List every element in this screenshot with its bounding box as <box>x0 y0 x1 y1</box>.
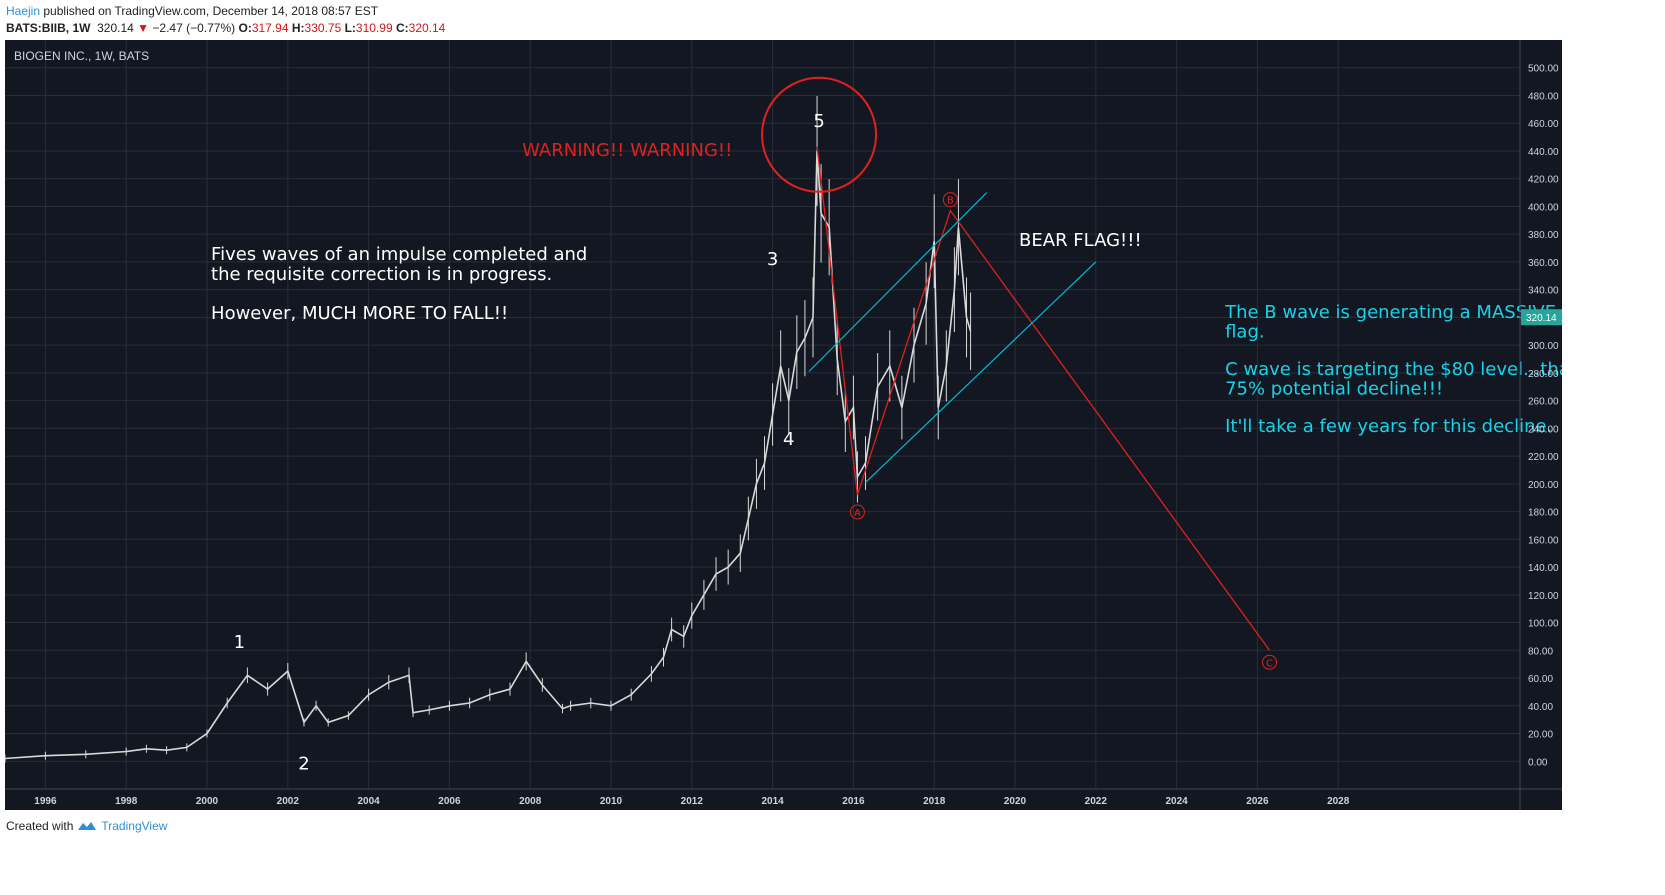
x-tick-label: 2014 <box>761 796 784 807</box>
footer: Created with TradingView <box>6 819 167 833</box>
x-tick-label: 2000 <box>196 796 219 807</box>
wave-4-label: 4 <box>783 429 794 450</box>
x-tick-label: 2026 <box>1246 796 1269 807</box>
x-tick-label: 2010 <box>600 796 623 807</box>
ohlc-bar: BATS:BIIB, 1W 320.14 ▼ −2.47 (−0.77%) O:… <box>6 21 445 35</box>
bear-flag-label: BEAR FLAG!!! <box>1019 230 1142 251</box>
wave-b-label-circle <box>942 192 958 208</box>
x-tick-label: 1998 <box>115 796 138 807</box>
bear-flag-channel-lower <box>865 261 1097 483</box>
y-tick-label: 400.00 <box>1528 202 1559 213</box>
y-tick-label: 120.00 <box>1528 591 1559 602</box>
x-tick-label: 2018 <box>923 796 946 807</box>
y-tick-label: 500.00 <box>1528 64 1559 75</box>
x-tick-label: 2028 <box>1327 796 1350 807</box>
x-tick-label: 2016 <box>842 796 865 807</box>
low-label: L: <box>344 21 356 35</box>
x-tick-label: 2006 <box>438 796 461 807</box>
y-tick-label: 480.00 <box>1528 91 1559 102</box>
x-tick-label: 1996 <box>34 796 57 807</box>
x-tick-label: 2002 <box>277 796 300 807</box>
publish-info: Haejin published on TradingView.com, Dec… <box>6 4 378 18</box>
wave-c-label-circle <box>1262 654 1278 670</box>
price-series <box>5 96 972 763</box>
published-text: published on TradingView.com, December 1… <box>43 4 379 18</box>
close-value: 320.14 <box>408 21 446 35</box>
y-tick-label: 0.00 <box>1528 757 1548 768</box>
y-tick-label: 340.00 <box>1528 286 1559 297</box>
last-price-label: 320.14 <box>1526 313 1557 324</box>
symbol-label: BATS:BIIB, 1W <box>6 21 91 35</box>
x-tick-label: 2022 <box>1085 796 1108 807</box>
x-tick-label: 2024 <box>1165 796 1188 807</box>
y-tick-label: 300.00 <box>1528 341 1559 352</box>
low-value: 310.99 <box>355 21 393 35</box>
note-right-line-3: C wave is targeting the $80 level...that… <box>1225 359 1562 380</box>
chart-background <box>5 40 1562 810</box>
high-value: 330.75 <box>304 21 342 35</box>
y-tick-label: 140.00 <box>1528 563 1559 574</box>
wave-overlay: 5 A B C 1 2 3 4 WARNING!! WARNING!! BEAR FLAG!!! F… <box>211 76 1562 774</box>
warning-text: WARNING!! WARNING!! <box>522 140 732 161</box>
x-tick-label: 2004 <box>357 796 380 807</box>
y-tick-label: 260.00 <box>1528 397 1559 408</box>
close-label: C: <box>395 21 409 35</box>
open-value: 317.94 <box>251 21 289 35</box>
y-tick-label: 220.00 <box>1528 452 1559 463</box>
x-tick-label: 2008 <box>519 796 542 807</box>
y-tick-label: 60.00 <box>1528 674 1553 685</box>
tradingview-link[interactable]: TradingView <box>101 819 168 833</box>
note-right-line-2: flag. <box>1225 322 1265 343</box>
last-price-badge <box>1521 309 1562 326</box>
x-tick-label: 2012 <box>681 796 704 807</box>
x-tick-label: 2020 <box>1004 796 1027 807</box>
wave-a-label: A <box>854 508 861 519</box>
wave-1-label: 1 <box>234 632 245 653</box>
abc-wave-line <box>816 146 1271 651</box>
y-tick-label: 100.00 <box>1528 619 1559 630</box>
y-tick-label: 440.00 <box>1528 147 1559 158</box>
down-arrow-icon: ▼ <box>137 21 150 35</box>
price-chart[interactable]: 5 A B C 1 2 3 4 WARNING!! WARNING!! BEAR FLAG!!! F… <box>5 40 1562 810</box>
note-right-line-4: 75% potential decline!!! <box>1225 378 1443 399</box>
open-label: O: <box>238 21 252 35</box>
axes: 0.00 20.00 40.00 60.00 80.00 100.00 120.00 140.… <box>5 40 1562 810</box>
y-tick-label: 360.00 <box>1528 258 1559 269</box>
y-tick-label: 420.00 <box>1528 175 1559 186</box>
chart-title: BIOGEN INC., 1W, BATS <box>14 49 149 63</box>
tradingview-logo-icon <box>78 822 97 830</box>
wave-2-label: 2 <box>298 753 309 774</box>
note-right-line-5: It'll take a few years for this decline. <box>1225 416 1552 437</box>
note-left-line-3: However, MUCH MORE TO FALL!! <box>211 303 508 324</box>
grid-lines <box>5 40 1520 789</box>
price-change: −2.47 (−0.77%) <box>152 21 236 35</box>
created-with-label: Created with <box>6 819 74 833</box>
y-tick-label: 240.00 <box>1528 424 1559 435</box>
y-tick-label: 20.00 <box>1528 730 1553 741</box>
note-left-line-1: Fives waves of an impulse completed and <box>211 244 587 265</box>
wave-a-label-circle <box>849 504 865 520</box>
note-left-line-2: the requisite correction is in progress. <box>211 264 552 285</box>
y-tick-label: 160.00 <box>1528 535 1559 546</box>
y-tick-label: 180.00 <box>1528 508 1559 519</box>
wave-5-highlight-circle <box>761 76 878 193</box>
y-tick-label: 460.00 <box>1528 119 1559 130</box>
last-price: 320.14 <box>97 21 134 35</box>
wave-3-label: 3 <box>767 249 778 270</box>
author-link[interactable]: Haejin <box>6 4 41 18</box>
bear-flag-channel-upper <box>808 192 988 372</box>
wave-b-label: B <box>947 196 954 207</box>
y-tick-label: 200.00 <box>1528 480 1559 491</box>
wave-5-label: 5 <box>813 111 824 132</box>
note-right-line-1: The B wave is generating a MASSIVE bear <box>1224 302 1562 323</box>
y-tick-label: 80.00 <box>1528 646 1553 657</box>
y-tick-label: 40.00 <box>1528 702 1553 713</box>
y-tick-label: 280.00 <box>1528 369 1559 380</box>
wave-c-label: C <box>1266 658 1273 669</box>
price-line <box>5 150 972 760</box>
y-tick-label: 380.00 <box>1528 230 1559 241</box>
high-label: H: <box>291 21 305 35</box>
